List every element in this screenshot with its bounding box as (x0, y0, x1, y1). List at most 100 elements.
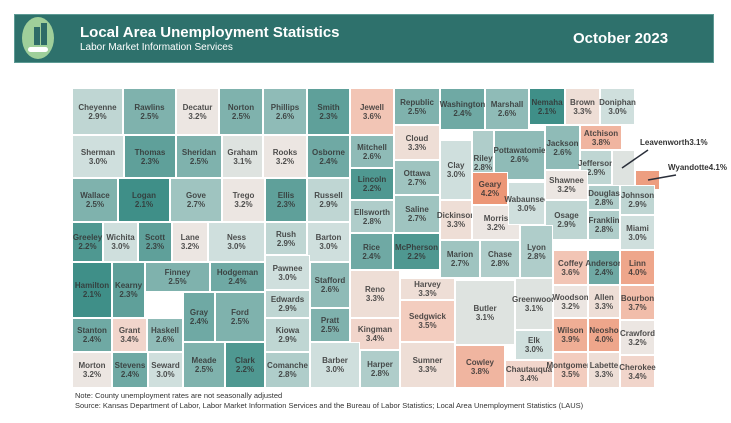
county-name: Barton (315, 233, 342, 242)
county-geary: Geary 4.2% (472, 172, 508, 205)
county-rate: 2.6% (275, 111, 295, 121)
county-sumner: Sumner 3.3% (400, 342, 455, 388)
county-name: Finney (164, 268, 191, 277)
county-jewell: Jewell 3.6% (350, 88, 394, 135)
county-name: Jackson (546, 138, 579, 148)
county-rate: 3.2% (188, 111, 207, 121)
county-jackson: Jackson 2.6% (545, 125, 580, 170)
county-name: Clay (447, 161, 465, 170)
county-rate: 2.6% (553, 147, 572, 157)
county-name: Reno (365, 285, 385, 294)
county-rate: 3.0% (156, 370, 175, 379)
county-name: Sheridan (181, 147, 217, 157)
county-rate: 2.9% (319, 200, 338, 209)
county-rate: 3.0% (111, 242, 130, 251)
county-dickinson: Dickinson 3.3% (437, 200, 475, 240)
county-rawlins: Rawlins 2.5% (123, 88, 176, 135)
county-name: Jefferson (578, 158, 615, 168)
county-rate: 3.2% (557, 185, 576, 194)
county-cheyenne: Cheyenne 2.9% (72, 88, 123, 135)
county-name: Miami (626, 223, 649, 233)
county-rate: 3.0% (88, 156, 108, 166)
county-greenwood: Greenwood 3.1% (512, 278, 556, 330)
county-name: Thomas (134, 147, 166, 157)
county-smith: Smith 2.3% (307, 88, 350, 135)
county-name: Morris (483, 213, 509, 223)
county-label-leavenworth: Leavenworth3.1% (640, 138, 708, 147)
county-rate: 3.6% (561, 267, 580, 277)
county-name: Coffey (558, 258, 583, 268)
county-name: Wichita (106, 233, 135, 242)
county-name: Nemaha (531, 97, 563, 107)
county-name: Jewell (359, 102, 384, 112)
county-name: Logan (132, 191, 156, 200)
county-name: Riley (473, 153, 493, 163)
county-stanton: Stanton 2.4% (72, 318, 112, 352)
county-name: Rush (276, 229, 296, 239)
county-rate: 3.0% (278, 272, 297, 282)
county-rate: 2.5% (320, 325, 340, 334)
county-name: Wallace (80, 191, 110, 200)
county-name: Osage (554, 211, 579, 220)
county-barber: Barber 3.0% (310, 342, 360, 388)
county-name: Edwards (270, 295, 305, 304)
county-rate: 3.3% (594, 301, 614, 311)
county-wichita: Wichita 3.0% (103, 222, 138, 262)
county-rate: 3.4% (120, 335, 139, 344)
county-name: Seward (151, 361, 180, 370)
county-kingman: Kingman 3.4% (350, 318, 400, 350)
county-kearny: Kearny 2.3% (112, 262, 145, 318)
footnote: Note: County unemployment rates are not … (75, 391, 283, 400)
county-rate: 3.4% (365, 334, 385, 343)
county-rate: 3.2% (486, 222, 506, 232)
county-chautauqua: Chautauqua 3.4% (505, 360, 553, 388)
county-name: Cherokee (619, 362, 656, 372)
county-rate: 2.3% (119, 290, 138, 299)
county-name: Morton (78, 361, 106, 370)
county-name: Stafford (314, 276, 346, 285)
county-russell: Russell 2.9% (307, 178, 350, 222)
county-pottawatomie: Pottawatomie 2.6% (494, 130, 546, 180)
county-rate: 4.2% (480, 188, 500, 198)
county-rate: 3.2% (628, 337, 647, 347)
county-name: Russell (314, 191, 343, 200)
county-rate: 3.3% (594, 370, 614, 379)
county-name: Stevens (114, 361, 146, 370)
county-wallace: Wallace 2.5% (72, 178, 118, 222)
county-clark: Clark 2.2% (225, 342, 265, 388)
county-name: Elk (527, 336, 540, 345)
county-rate: 3.8% (591, 137, 611, 147)
county-name: Kiowa (275, 326, 300, 335)
county-name: Douglas (588, 188, 620, 198)
county-rate: 2.5% (230, 317, 250, 326)
county-name: Neosho (589, 326, 619, 335)
county-rate: 2.4% (319, 156, 338, 166)
county-rate: 3.0% (608, 106, 627, 116)
county-gove: Gove 2.7% (170, 178, 222, 222)
county-name: Mitchell (357, 142, 387, 152)
county-rate: 3.2% (180, 242, 200, 251)
county-sheridan: Sheridan 2.5% (176, 135, 222, 178)
county-rate: 3.0% (319, 242, 338, 251)
county-name: Sherman (80, 147, 116, 157)
county-allen: Allen 3.3% (588, 285, 620, 318)
county-name: Chase (487, 250, 512, 259)
county-ford: Ford 2.5% (215, 292, 265, 342)
county-name: Sedgwick (409, 312, 446, 321)
county-name: Atchison (583, 128, 619, 138)
county-rate: 2.9% (88, 111, 107, 121)
county-name: Ford (231, 308, 249, 317)
county-rate: 3.1% (524, 304, 544, 313)
county-rate: 3.3% (365, 294, 385, 303)
county-name: Labette (589, 361, 619, 370)
county-decatur: Decatur 3.2% (176, 88, 219, 135)
county-name: Hamilton (74, 281, 110, 290)
county-name: Cowley (465, 357, 494, 367)
county-rate: 2.5% (231, 111, 251, 121)
county-lincoln: Lincoln 2.2% (350, 168, 394, 200)
county-name: Allen (594, 292, 614, 302)
county-rate: 2.6% (510, 155, 529, 164)
county-montgomery: Montgomery 3.5% (547, 352, 595, 388)
county-atchison: Atchison 3.8% (580, 125, 622, 150)
